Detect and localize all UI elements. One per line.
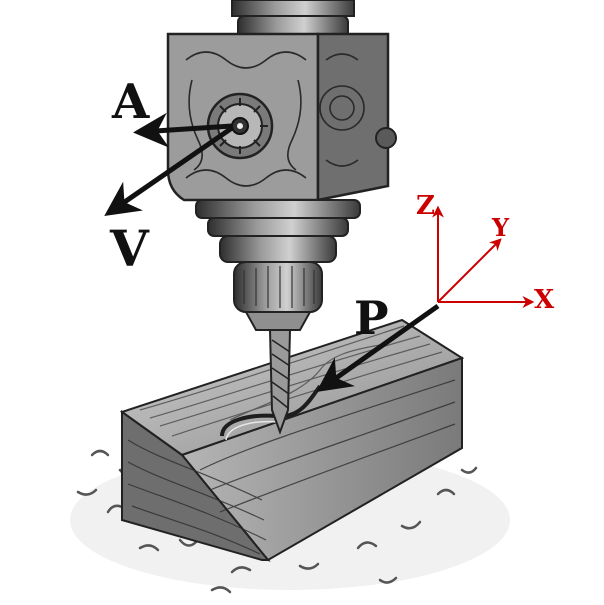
axis-label-y: Y <box>491 213 510 242</box>
vector-p-arrow <box>316 303 440 393</box>
axis-label-x: X <box>534 285 555 315</box>
vector-a-arrow <box>133 112 233 148</box>
label-a: A <box>111 74 150 130</box>
drill-spindle-icon <box>166 0 397 331</box>
wood-block-icon <box>119 318 465 562</box>
label-v: V <box>109 219 150 278</box>
label-p: P <box>354 291 389 345</box>
coordinate-axes <box>432 205 535 308</box>
axis-label-z: Z <box>416 191 435 221</box>
drill-bit-icon <box>268 329 292 435</box>
vector-v-arrow <box>104 125 234 216</box>
